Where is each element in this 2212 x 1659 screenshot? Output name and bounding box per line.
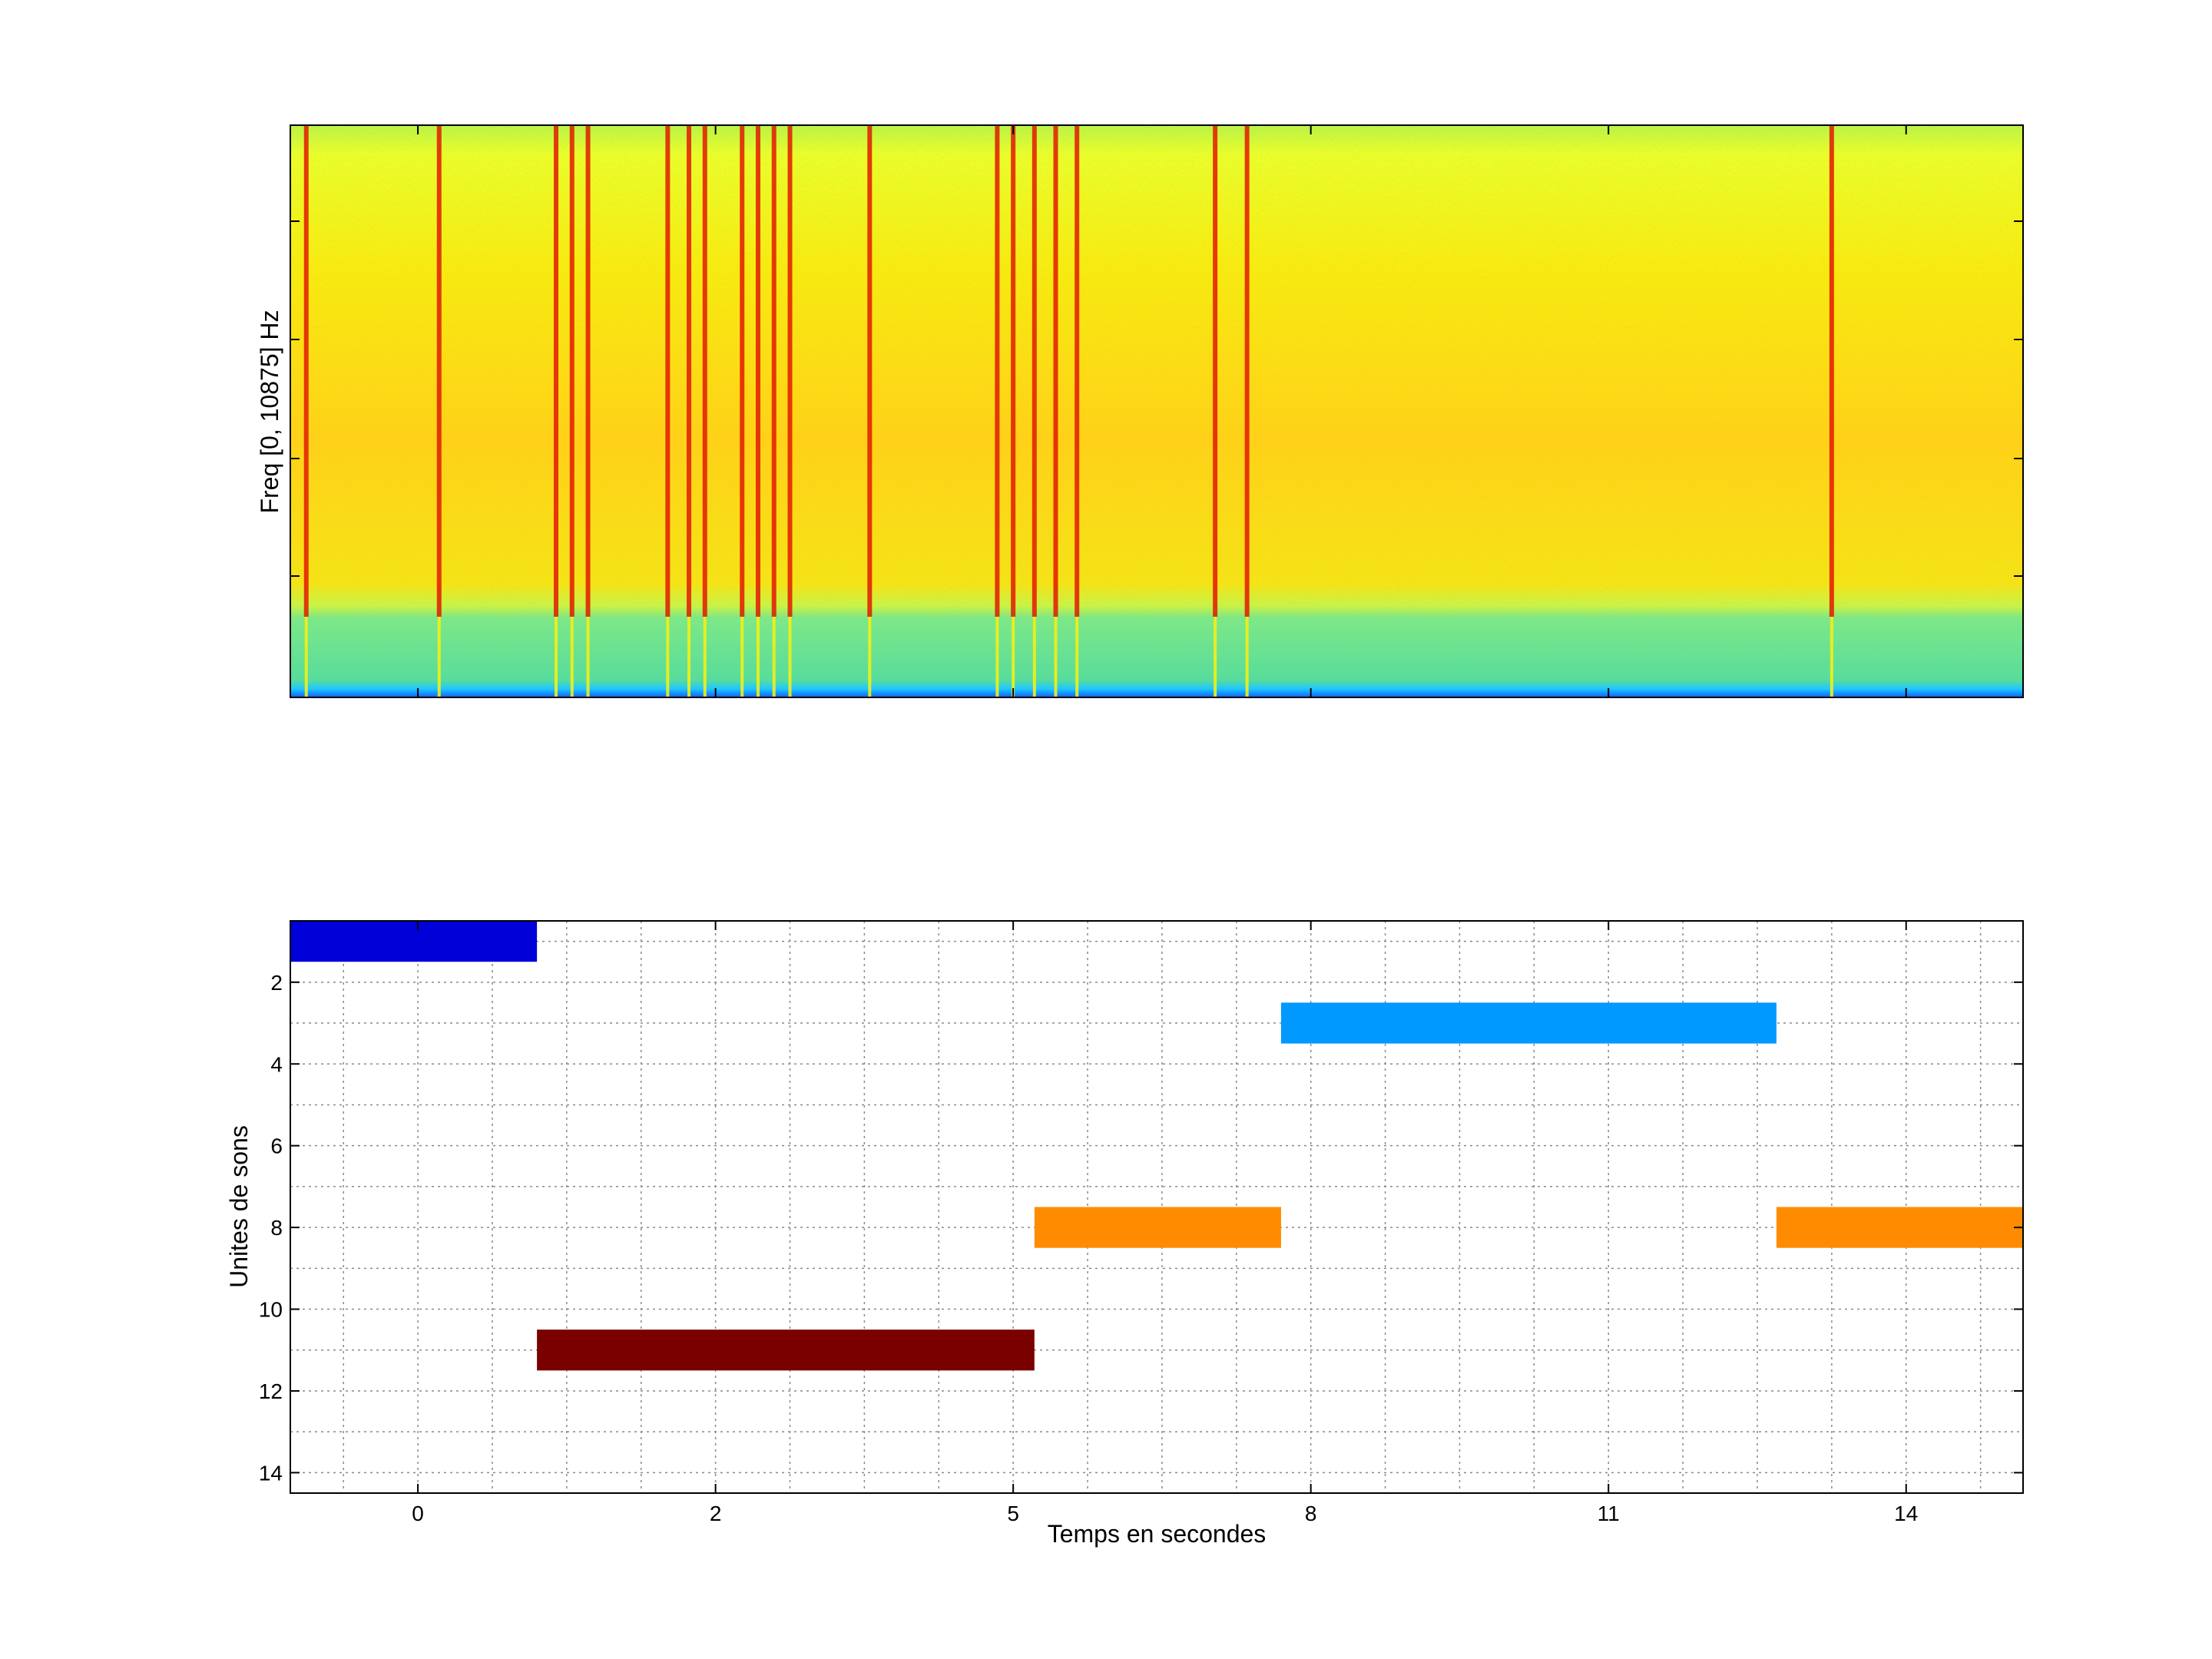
- spectrogram-click-base-3: [570, 617, 574, 697]
- unit-segment-3-1: [1280, 1002, 1777, 1044]
- spectrogram-frame: [290, 124, 2024, 698]
- spectrogram-click-8: [740, 125, 745, 617]
- spectrogram-click-base-11: [788, 617, 792, 697]
- unit-segment-8-3: [1776, 1207, 2023, 1248]
- unit-segment-8-2: [1034, 1207, 1281, 1248]
- units-ytick-label-4: 10: [259, 1298, 283, 1322]
- spectrogram-ylabel: Freq [0, 10875] Hz: [256, 310, 283, 513]
- spectrogram-click-20: [1829, 125, 1834, 617]
- spectrogram-click-base-8: [740, 617, 744, 697]
- units-ytick-label-1: 4: [270, 1052, 283, 1076]
- spectrogram-click-base-7: [703, 617, 707, 697]
- spectrogram-click-base-5: [666, 617, 670, 697]
- spectrogram-clicks: [303, 125, 1834, 697]
- spectrogram-click-12: [867, 125, 873, 617]
- spectrogram-click-base-14: [1012, 617, 1015, 697]
- spectrogram-click-15: [1031, 125, 1037, 617]
- spectrogram-click-2: [554, 125, 559, 617]
- units-segments: [290, 921, 2023, 1371]
- units-ytick-label-2: 6: [270, 1134, 283, 1158]
- units-ytick-label-3: 8: [270, 1216, 283, 1240]
- spectrogram-click-base-13: [995, 617, 999, 697]
- spectrogram-click-base-2: [555, 617, 558, 697]
- spectrogram-click-base-1: [437, 617, 441, 697]
- spectrogram-click-6: [687, 125, 692, 617]
- units-ticks: 2 4 6 8 10 12 14 0 2 5 8 11 14: [259, 921, 2023, 1525]
- units-xtick-label-4: 11: [1598, 1502, 1620, 1525]
- units-ytick-label-6: 14: [259, 1461, 283, 1485]
- spectrogram-click-17: [1075, 125, 1080, 617]
- spectrogram-click-base-9: [756, 617, 760, 697]
- spectrogram-click-0: [303, 125, 309, 617]
- spectrogram-click-5: [665, 125, 671, 617]
- units-xtick-label-5: 14: [1894, 1502, 1918, 1525]
- spectrogram-click-base-17: [1075, 617, 1079, 697]
- spectrogram-click-base-19: [1245, 617, 1249, 697]
- unit-segment-11-4: [537, 1330, 1035, 1371]
- spectrogram-click-1: [436, 125, 442, 617]
- spectrogram-click-14: [1011, 125, 1016, 617]
- spectrogram-click-11: [787, 125, 793, 617]
- spectrogram-click-base-18: [1214, 617, 1217, 697]
- spectrogram-texture: [290, 125, 2023, 617]
- spectrogram-click-13: [995, 125, 1000, 617]
- units-panel: 2 4 6 8 10 12 14 0 2 5 8 11 14 Temps en secondes Uni…: [225, 920, 2024, 1548]
- spectrogram-click-7: [702, 125, 707, 617]
- units-xtick-label-0: 0: [412, 1502, 424, 1525]
- units-ytick-label-0: 2: [270, 971, 283, 995]
- spectrogram-click-base-12: [868, 617, 872, 697]
- spectrogram-panel: Freq [0, 10875] Hz: [256, 124, 2024, 698]
- spectrogram-click-base-6: [687, 617, 691, 697]
- spectrogram-click-base-10: [772, 617, 776, 697]
- unit-segment-1-0: [290, 921, 538, 962]
- spectrogram-click-10: [771, 125, 777, 617]
- units-xtick-label-3: 8: [1305, 1502, 1317, 1525]
- units-ylabel: Unites de sons: [225, 1125, 253, 1288]
- spectrogram-click-4: [585, 125, 591, 617]
- spectrogram-click-base-15: [1032, 617, 1036, 697]
- spectrogram-click-base-0: [304, 617, 308, 697]
- spectrogram-click-16: [1053, 125, 1058, 617]
- spectrogram-click-base-4: [586, 617, 590, 697]
- units-xtick-label-2: 5: [1007, 1502, 1019, 1525]
- units-xlabel: Temps en secondes: [1048, 1520, 1267, 1548]
- spectrogram-ticks: [290, 124, 2023, 698]
- spectrogram-click-base-16: [1054, 617, 1058, 697]
- spectrogram-click-base-20: [1830, 617, 1833, 697]
- spectrogram-click-9: [755, 125, 760, 617]
- spectrogram-click-19: [1244, 125, 1250, 617]
- units-xtick-label-1: 2: [710, 1502, 722, 1525]
- spectrogram-click-3: [569, 125, 575, 617]
- units-ytick-label-5: 12: [259, 1379, 283, 1403]
- spectrogram-click-18: [1213, 125, 1218, 617]
- units-frame: [290, 920, 2024, 1494]
